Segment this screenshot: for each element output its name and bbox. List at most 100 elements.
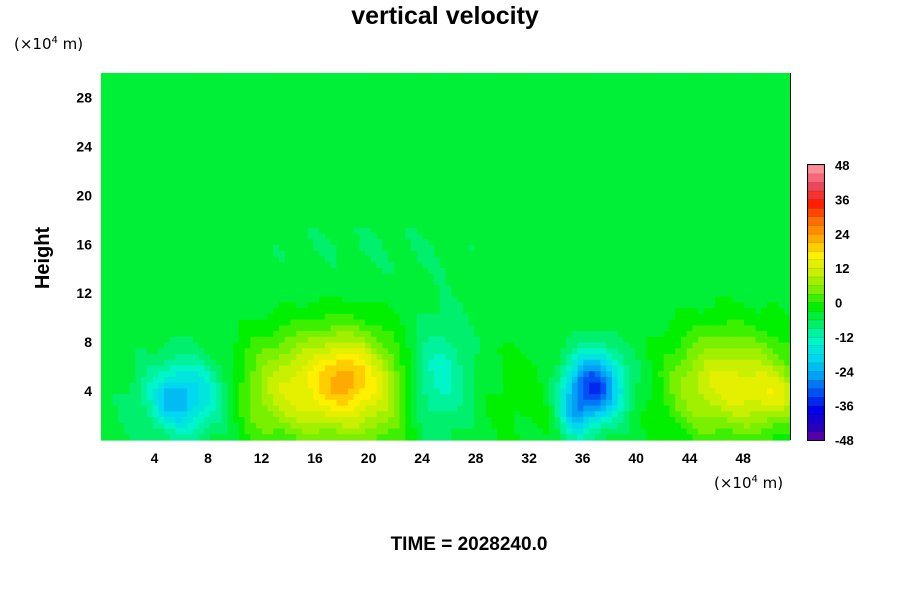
field-cell [261, 227, 269, 235]
field-cell [485, 107, 493, 114]
field-cell [187, 73, 194, 80]
field-cell [290, 256, 297, 263]
field-cell [629, 222, 636, 229]
field-cell [393, 181, 401, 189]
field-cell [353, 239, 360, 246]
field-cell [290, 118, 297, 126]
field-cell [560, 193, 567, 200]
field-cell [657, 302, 665, 309]
field-cell [370, 136, 378, 143]
field-cell [698, 136, 705, 143]
field-cell [129, 279, 137, 286]
field-cell [698, 233, 705, 240]
field-cell [560, 107, 567, 114]
field-cell [347, 153, 355, 160]
field-cell [164, 239, 171, 246]
field-cell [583, 302, 590, 309]
field-cell [675, 210, 682, 217]
field-cell [629, 256, 636, 263]
field-cell [468, 101, 475, 108]
field-cell [353, 262, 360, 269]
field-cell [141, 302, 148, 309]
field-cell [215, 296, 223, 303]
field-cell [388, 147, 395, 154]
field-cell [663, 147, 671, 154]
field-cell [732, 73, 739, 80]
field-cell [749, 101, 757, 108]
field-cell [158, 233, 165, 240]
field-cell [778, 164, 785, 172]
field-cell [175, 101, 182, 108]
field-cell [761, 210, 768, 217]
field-cell [250, 193, 257, 200]
field-cell [589, 181, 596, 189]
field-cell [233, 256, 240, 263]
field-cell [646, 279, 653, 286]
field-cell [594, 78, 602, 86]
field-cell [652, 187, 659, 195]
field-cell [462, 262, 470, 269]
field-cell [135, 227, 142, 235]
field-cell [118, 153, 125, 160]
field-cell [439, 84, 447, 91]
field-cell [646, 78, 653, 86]
field-cell [554, 204, 561, 212]
field-cell [215, 153, 223, 160]
field-cell [784, 227, 791, 235]
field-cell [106, 159, 114, 166]
field-cell [680, 290, 688, 298]
field-cell [256, 136, 263, 143]
field-cell [250, 118, 257, 126]
field-cell [210, 107, 217, 114]
field-cell [738, 256, 745, 263]
field-cell [721, 176, 728, 183]
field-cell [175, 147, 182, 154]
field-cell [554, 262, 561, 269]
field-cell [669, 90, 676, 97]
field-cell [118, 290, 125, 298]
field-cell [652, 78, 659, 86]
field-cell [594, 227, 602, 235]
field-cell [468, 118, 475, 126]
field-cell [227, 176, 234, 183]
field-cell [755, 187, 762, 195]
field-cell [416, 176, 424, 183]
field-cell [290, 262, 297, 269]
field-cell [405, 95, 412, 103]
field-cell [152, 124, 160, 131]
field-cell [709, 267, 716, 275]
field-cell [502, 233, 510, 240]
field-cell [399, 159, 406, 166]
field-cell [767, 193, 774, 200]
field-cell [273, 136, 280, 143]
field-cell [715, 285, 722, 292]
field-cell [135, 130, 142, 137]
field-cell [146, 199, 154, 206]
field-cell [692, 199, 699, 206]
field-cell [301, 279, 309, 286]
field-cell [663, 296, 671, 303]
field-cell [382, 279, 389, 286]
field-cell [531, 267, 538, 275]
field-cell [594, 147, 602, 154]
field-cell [405, 290, 412, 298]
field-cell [784, 233, 791, 240]
field-cell [135, 78, 142, 86]
field-cell [566, 153, 573, 160]
field-cell [256, 296, 263, 303]
field-cell [204, 147, 211, 154]
field-cell [256, 147, 263, 154]
field-cell [772, 124, 780, 131]
field-cell [675, 256, 682, 263]
field-cell [129, 130, 137, 137]
field-cell [502, 308, 510, 315]
field-cell [267, 193, 274, 200]
field-cell [669, 107, 676, 114]
field-cell [376, 199, 383, 206]
field-cell [566, 176, 573, 183]
field-cell [215, 273, 223, 281]
field-cell [428, 84, 435, 91]
field-cell [485, 250, 493, 258]
field-cell [146, 147, 154, 154]
field-cell [376, 118, 383, 126]
